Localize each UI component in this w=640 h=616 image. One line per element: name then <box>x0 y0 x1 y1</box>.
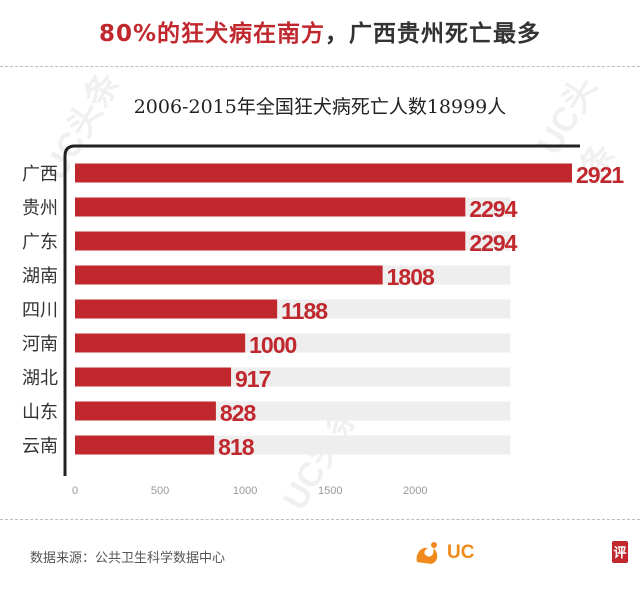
x-tick-label: 1500 <box>318 485 342 497</box>
value-label: 917 <box>235 366 271 392</box>
bar <box>75 367 232 387</box>
squirrel-icon <box>416 542 438 564</box>
bar <box>75 299 278 319</box>
x-tick-label: 500 <box>151 485 169 497</box>
value-label: 818 <box>218 434 255 460</box>
category-label: 广西 <box>22 164 58 185</box>
comment-mark-icon: 评 <box>612 541 628 563</box>
bar <box>75 435 215 455</box>
value-label: 1808 <box>387 264 435 290</box>
chart-frame <box>63 144 580 476</box>
bar <box>75 231 466 251</box>
uc-logo-text: UC <box>447 542 475 563</box>
category-label: 山东 <box>22 402 58 423</box>
bar <box>75 401 216 421</box>
headline: 80%的狂犬病在南方，广西贵州死亡最多 <box>0 14 640 48</box>
value-label: 1188 <box>281 298 328 324</box>
value-label: 1000 <box>249 332 296 358</box>
data-source: 数据来源：公共卫生科学数据中心 <box>30 551 226 566</box>
headline-highlight: 80%的狂犬病在南方 <box>98 21 326 47</box>
top-divider <box>0 66 640 67</box>
x-tick-label: 2000 <box>403 485 427 497</box>
chart-title: 2006-2015年全国狂犬病死亡人数18999人 <box>133 96 507 118</box>
bottom-divider <box>0 519 640 520</box>
category-label: 云南 <box>22 436 58 457</box>
x-tick-label: 0 <box>72 485 78 497</box>
uc-logo: UC <box>413 540 474 566</box>
value-label: 2294 <box>469 196 517 222</box>
bar <box>75 197 466 217</box>
category-label: 湖南 <box>22 266 58 287</box>
category-label: 贵州 <box>22 198 58 219</box>
bar <box>75 265 383 285</box>
category-label: 广东 <box>22 232 58 253</box>
corner-mark-text: 评 <box>613 546 626 561</box>
category-label: 四川 <box>22 300 58 321</box>
bar <box>75 163 572 183</box>
bar <box>75 333 246 353</box>
value-label: 2294 <box>469 230 517 256</box>
value-label: 828 <box>220 400 257 426</box>
headline-rest: ，广西贵州死亡最多 <box>325 21 542 47</box>
category-label: 河南 <box>22 334 58 355</box>
bar-chart: 广西 2921 贵州 2294 广东 2294 湖南 1808 四川 1188 河南 1000 湖北 91… <box>22 144 625 497</box>
x-tick-label: 1000 <box>233 485 257 497</box>
value-label: 2921 <box>576 162 624 188</box>
category-label: 湖北 <box>22 368 58 389</box>
